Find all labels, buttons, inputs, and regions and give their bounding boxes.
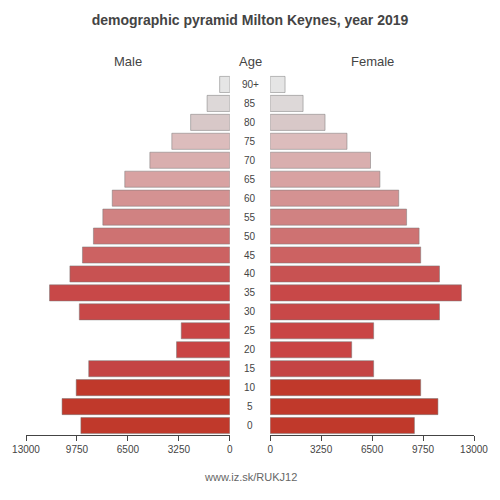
svg-text:13000: 13000 [460, 444, 488, 455]
svg-text:9750: 9750 [66, 444, 89, 455]
svg-text:30: 30 [244, 306, 256, 317]
svg-text:0: 0 [227, 444, 233, 455]
svg-text:60: 60 [244, 193, 256, 204]
svg-text:9750: 9750 [412, 444, 435, 455]
svg-text:10: 10 [244, 382, 256, 393]
svg-text:45: 45 [244, 250, 256, 261]
svg-text:demographic pyramid Milton Key: demographic pyramid Milton Keynes, year … [92, 12, 409, 28]
svg-text:20: 20 [244, 344, 256, 355]
svg-text:Age: Age [239, 54, 262, 69]
svg-text:Female: Female [351, 54, 394, 69]
svg-text:70: 70 [244, 155, 256, 166]
svg-text:90+: 90+ [242, 79, 259, 90]
svg-text:13000: 13000 [12, 444, 40, 455]
svg-text:3250: 3250 [310, 444, 333, 455]
svg-text:35: 35 [244, 287, 256, 298]
svg-text:5: 5 [247, 401, 253, 412]
svg-text:6500: 6500 [361, 444, 384, 455]
svg-text:75: 75 [244, 136, 256, 147]
svg-text:Male: Male [114, 54, 142, 69]
svg-text:15: 15 [244, 363, 256, 374]
svg-text:0: 0 [267, 444, 273, 455]
svg-text:50: 50 [244, 231, 256, 242]
svg-text:40: 40 [244, 268, 256, 279]
svg-text:6500: 6500 [117, 444, 140, 455]
svg-text:0: 0 [247, 420, 253, 431]
svg-text:55: 55 [244, 212, 256, 223]
svg-text:80: 80 [244, 117, 256, 128]
svg-text:3250: 3250 [168, 444, 191, 455]
svg-text:www.iz.sk/RUKJ12: www.iz.sk/RUKJ12 [204, 471, 297, 483]
svg-text:85: 85 [244, 98, 256, 109]
svg-text:25: 25 [244, 325, 256, 336]
svg-text:65: 65 [244, 174, 256, 185]
